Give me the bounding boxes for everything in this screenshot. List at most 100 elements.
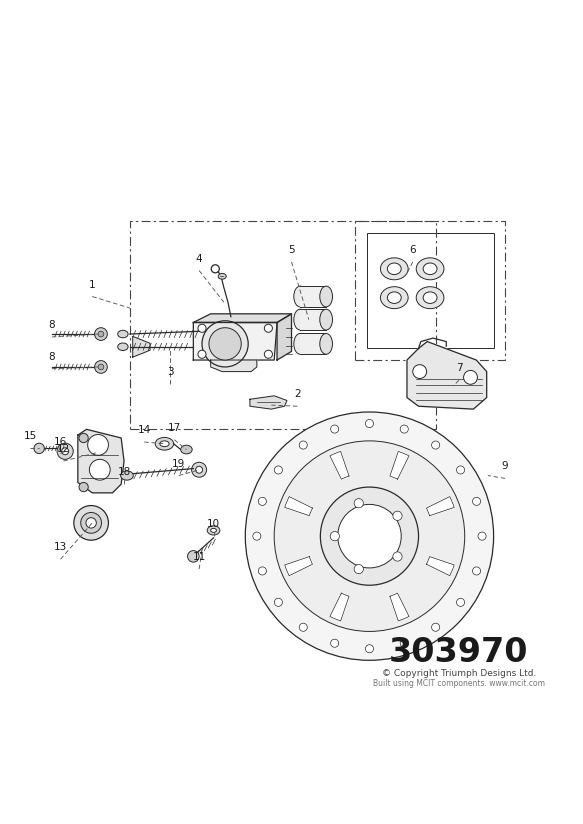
Circle shape — [456, 466, 465, 474]
Circle shape — [192, 462, 206, 477]
Text: 17: 17 — [168, 423, 181, 433]
Circle shape — [275, 466, 282, 474]
Text: 8: 8 — [48, 320, 55, 330]
Circle shape — [34, 443, 44, 453]
Text: © Copyright Triumph Designs Ltd.: © Copyright Triumph Designs Ltd. — [382, 668, 536, 677]
Circle shape — [74, 506, 108, 541]
Text: 18: 18 — [117, 467, 131, 477]
Circle shape — [354, 564, 363, 574]
Polygon shape — [426, 556, 454, 576]
Ellipse shape — [118, 330, 128, 338]
Circle shape — [258, 567, 266, 575]
Polygon shape — [210, 360, 257, 372]
Circle shape — [209, 328, 241, 360]
Bar — [300, 309, 326, 330]
Circle shape — [245, 412, 494, 660]
Circle shape — [80, 513, 101, 533]
Ellipse shape — [320, 309, 332, 330]
Ellipse shape — [181, 445, 192, 454]
Polygon shape — [133, 336, 150, 357]
Circle shape — [196, 466, 202, 473]
Circle shape — [94, 328, 107, 340]
Ellipse shape — [218, 274, 226, 279]
Ellipse shape — [155, 438, 174, 450]
Text: 14: 14 — [138, 425, 151, 435]
Text: 4: 4 — [196, 254, 202, 264]
Ellipse shape — [207, 526, 220, 535]
Circle shape — [463, 371, 477, 384]
Circle shape — [321, 487, 419, 585]
Polygon shape — [390, 452, 409, 480]
Ellipse shape — [118, 343, 128, 350]
Circle shape — [275, 598, 282, 606]
Bar — [300, 334, 326, 354]
Text: 11: 11 — [192, 552, 206, 562]
Bar — [367, 233, 494, 349]
Circle shape — [258, 498, 266, 505]
Ellipse shape — [423, 263, 437, 274]
Ellipse shape — [381, 258, 408, 280]
Text: 1: 1 — [89, 279, 96, 289]
Circle shape — [198, 350, 206, 358]
Ellipse shape — [160, 441, 169, 447]
Text: 19: 19 — [172, 459, 185, 469]
Text: 10: 10 — [207, 519, 220, 529]
Ellipse shape — [294, 334, 307, 354]
Ellipse shape — [320, 286, 332, 307]
Polygon shape — [194, 322, 277, 360]
Circle shape — [198, 324, 206, 332]
Circle shape — [79, 433, 88, 442]
Ellipse shape — [416, 287, 444, 309]
Circle shape — [264, 324, 272, 332]
Circle shape — [393, 552, 402, 561]
Text: 303970: 303970 — [389, 636, 529, 669]
Circle shape — [299, 441, 307, 449]
Circle shape — [202, 321, 248, 367]
Circle shape — [400, 425, 408, 433]
Polygon shape — [330, 593, 349, 621]
Circle shape — [57, 443, 73, 459]
Circle shape — [86, 517, 96, 528]
Text: 5: 5 — [288, 245, 295, 255]
Polygon shape — [426, 497, 454, 516]
Circle shape — [338, 504, 401, 568]
Ellipse shape — [121, 471, 134, 480]
Polygon shape — [194, 314, 292, 322]
Circle shape — [366, 644, 374, 653]
Circle shape — [264, 350, 272, 358]
Text: 9: 9 — [502, 461, 508, 471]
Polygon shape — [250, 396, 287, 409]
Circle shape — [331, 639, 339, 648]
Circle shape — [354, 499, 363, 508]
Text: 7: 7 — [456, 363, 462, 373]
Text: 13: 13 — [54, 542, 67, 552]
Text: 15: 15 — [24, 432, 37, 442]
Circle shape — [431, 623, 440, 631]
Circle shape — [79, 482, 88, 492]
Ellipse shape — [387, 263, 401, 274]
Circle shape — [400, 639, 408, 648]
Text: Built using MCIT components. www.mcit.com: Built using MCIT components. www.mcit.co… — [373, 679, 545, 688]
Polygon shape — [330, 452, 349, 480]
Text: 16: 16 — [54, 437, 67, 447]
Circle shape — [274, 441, 465, 631]
Circle shape — [431, 441, 440, 449]
Circle shape — [98, 364, 104, 370]
Polygon shape — [277, 314, 292, 360]
Circle shape — [87, 434, 108, 456]
Circle shape — [188, 550, 199, 562]
Ellipse shape — [387, 292, 401, 303]
Bar — [300, 286, 326, 307]
Text: 8: 8 — [48, 352, 55, 362]
Ellipse shape — [294, 309, 307, 330]
Circle shape — [253, 532, 261, 541]
Polygon shape — [407, 342, 487, 409]
Circle shape — [472, 567, 480, 575]
Ellipse shape — [423, 292, 437, 303]
Circle shape — [331, 425, 339, 433]
Circle shape — [456, 598, 465, 606]
Text: 6: 6 — [409, 245, 416, 255]
Circle shape — [62, 447, 69, 455]
Polygon shape — [285, 497, 312, 516]
Circle shape — [330, 531, 339, 541]
